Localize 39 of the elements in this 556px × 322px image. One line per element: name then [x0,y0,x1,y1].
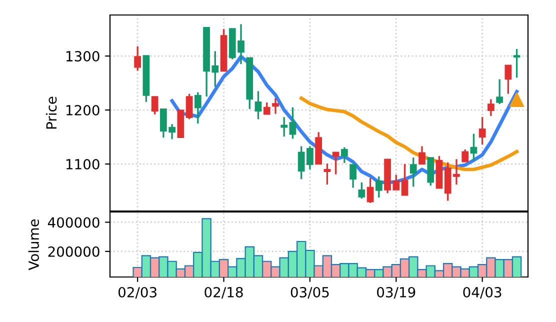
candlestick [478,116,486,146]
x-tick-label: 02/18 [204,286,243,299]
candlestick [401,163,408,196]
y-axis-title: Volume [28,219,40,270]
candlestick [280,116,288,138]
candlestick [358,182,366,200]
candlestick [470,132,478,162]
candlestick [186,92,193,120]
candlestick [504,64,512,95]
candlestick [194,91,202,124]
candlestick [340,146,348,164]
candlestick [350,164,356,189]
line-series [300,96,519,172]
x-tick-label: 03/05 [290,286,329,299]
candlestick [134,45,142,72]
candlestick [496,78,503,105]
candlestick [375,176,382,198]
candlestick [410,156,417,188]
y-tick-label: 1200 [66,105,100,116]
y-tick-label: 1300 [66,51,100,62]
candlestick [272,97,279,115]
y-tick-label: 1100 [66,158,100,170]
candlestick [366,177,374,204]
x-tick-label: 04/03 [463,286,502,299]
candlestick [324,162,331,186]
candlestick [332,151,340,176]
candlestick [462,148,469,163]
x-tick-label: 03/19 [377,286,416,299]
candlestick [418,145,426,165]
candlestick [254,90,262,120]
candlestick [289,106,296,140]
candlestick [151,96,158,116]
candlestick [263,102,270,116]
y-tick-label: 200000 [48,246,100,257]
candlestick [513,48,520,78]
y-axis-title: Price [46,96,57,129]
candlestick [488,98,494,117]
y-tick-label: 400000 [48,217,100,228]
x-tick-label: 02/03 [118,286,156,299]
